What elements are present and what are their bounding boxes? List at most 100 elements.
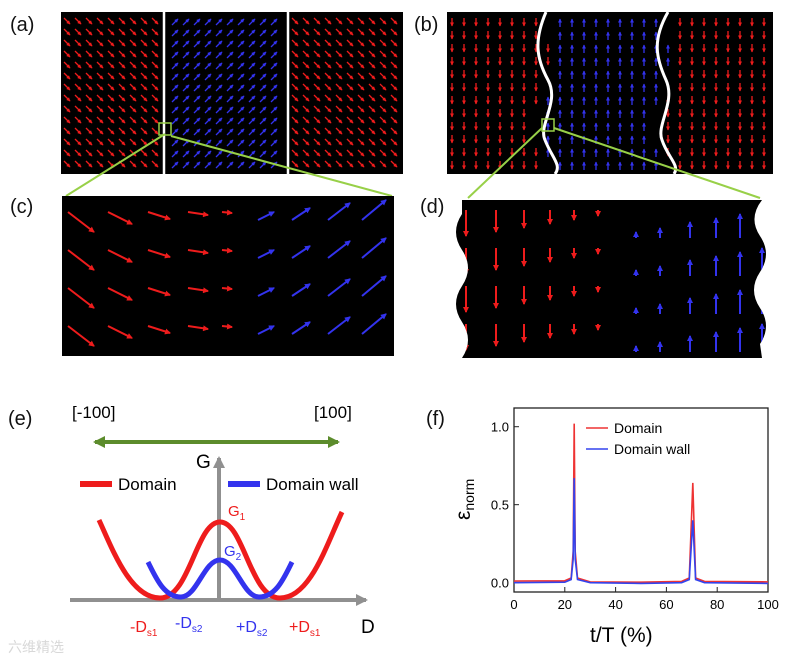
spin-arrow-blue bbox=[226, 29, 234, 37]
spin-arrow-blue bbox=[259, 40, 267, 48]
panel-b-arrows bbox=[450, 18, 766, 170]
spin-arrow-red bbox=[302, 17, 310, 25]
spin-arrow-blue bbox=[204, 95, 212, 103]
spin-arrow-red bbox=[357, 28, 365, 36]
spin-arrow-blue bbox=[259, 18, 267, 26]
zoom-arrow-blue bbox=[361, 199, 387, 221]
spin-arrow-blue bbox=[171, 73, 179, 81]
spin-arrow-red bbox=[379, 149, 387, 157]
spin-arrow-red bbox=[379, 17, 387, 25]
spin-arrow-blue bbox=[248, 40, 256, 48]
zoom-arrow-red bbox=[107, 325, 133, 339]
spin-arrow-red bbox=[390, 127, 398, 135]
spin-arrow-blue bbox=[248, 106, 256, 114]
spin-arrow-blue bbox=[215, 117, 223, 125]
spin-arrow-red bbox=[74, 116, 82, 124]
spin-arrow-red bbox=[335, 105, 343, 113]
spin-arrow-red bbox=[140, 105, 148, 113]
zoom-arrow-blue bbox=[257, 287, 275, 297]
spin-arrow-red bbox=[379, 160, 387, 168]
spin-arrow-blue bbox=[248, 18, 256, 26]
spin-arrow-blue bbox=[259, 106, 267, 114]
spin-arrow-red bbox=[107, 39, 115, 47]
spin-arrow-red bbox=[390, 138, 398, 146]
zoom-arrow-red bbox=[221, 209, 233, 216]
spin-arrow-red bbox=[335, 127, 343, 135]
spin-arrow-red bbox=[151, 138, 159, 146]
spin-arrow-red bbox=[346, 105, 354, 113]
tick-minus-ds2: -Ds2 bbox=[175, 615, 203, 635]
zoom-arrow-red bbox=[107, 287, 133, 301]
spin-arrow-blue bbox=[182, 29, 190, 37]
spin-arrow-red bbox=[335, 94, 343, 102]
spin-arrow-blue bbox=[182, 95, 190, 103]
spin-arrow-red bbox=[140, 138, 148, 146]
spin-arrow-blue bbox=[259, 128, 267, 136]
spin-arrow-red bbox=[96, 127, 104, 135]
spin-arrow-red bbox=[151, 149, 159, 157]
spin-arrow-red bbox=[313, 149, 321, 157]
spin-arrow-blue bbox=[237, 84, 245, 92]
spin-arrow-red bbox=[379, 28, 387, 36]
spin-arrow-blue bbox=[259, 51, 267, 59]
spin-arrow-red bbox=[151, 83, 159, 91]
spin-arrow-red bbox=[390, 72, 398, 80]
spin-arrow-red bbox=[379, 72, 387, 80]
spin-arrow-red bbox=[379, 39, 387, 47]
spin-arrow-blue bbox=[270, 18, 278, 26]
spin-arrow-red bbox=[74, 127, 82, 135]
spin-arrow-blue bbox=[171, 84, 179, 92]
spin-arrow-red bbox=[74, 72, 82, 80]
tick-plus-ds2: +Ds2 bbox=[236, 619, 268, 639]
spin-arrow-blue bbox=[171, 128, 179, 136]
panel-label-b: (b) bbox=[414, 14, 439, 36]
spin-arrow-red bbox=[140, 39, 148, 47]
spin-arrow-red bbox=[96, 105, 104, 113]
spin-arrow-blue bbox=[171, 150, 179, 158]
spin-arrow-red bbox=[357, 72, 365, 80]
spin-arrow-blue bbox=[248, 95, 256, 103]
spin-arrow-red bbox=[74, 160, 82, 168]
panel-a-domain-map bbox=[61, 12, 403, 174]
panel-c-arrows bbox=[67, 199, 387, 347]
spin-arrow-red bbox=[85, 94, 93, 102]
spin-arrow-blue bbox=[270, 117, 278, 125]
x-tick-label: 100 bbox=[757, 597, 779, 612]
zoom-arrow-blue bbox=[327, 202, 351, 221]
spin-arrow-blue bbox=[270, 128, 278, 136]
spin-arrow-blue bbox=[226, 128, 234, 136]
spin-arrow-red bbox=[390, 149, 398, 157]
spin-arrow-red bbox=[63, 160, 71, 168]
spin-arrow-blue bbox=[237, 95, 245, 103]
spin-arrow-red bbox=[63, 17, 71, 25]
spin-arrow-red bbox=[74, 149, 82, 157]
zoom-line-a-right bbox=[170, 135, 393, 197]
spin-arrow-red bbox=[368, 17, 376, 25]
spin-arrow-blue bbox=[237, 128, 245, 136]
spin-arrow-blue bbox=[226, 161, 234, 169]
spin-arrow-red bbox=[85, 17, 93, 25]
spin-arrow-red bbox=[85, 39, 93, 47]
spin-arrow-red bbox=[118, 50, 126, 58]
spin-arrow-red bbox=[313, 61, 321, 69]
spin-arrow-red bbox=[313, 105, 321, 113]
spin-arrow-blue bbox=[204, 40, 212, 48]
spin-arrow-blue bbox=[248, 84, 256, 92]
spin-arrow-blue bbox=[248, 161, 256, 169]
spin-arrow-blue bbox=[171, 29, 179, 37]
zoom-arrow-red bbox=[221, 285, 233, 292]
spin-arrow-red bbox=[85, 116, 93, 124]
spin-arrow-red bbox=[129, 28, 137, 36]
spin-arrow-blue bbox=[171, 40, 179, 48]
spin-arrow-red bbox=[107, 72, 115, 80]
spin-arrow-blue bbox=[226, 95, 234, 103]
spin-arrow-red bbox=[107, 149, 115, 157]
spin-arrow-red bbox=[74, 61, 82, 69]
spin-arrow-red bbox=[63, 127, 71, 135]
panel-d-background bbox=[456, 200, 766, 358]
spin-arrow-red bbox=[85, 83, 93, 91]
spin-arrow-red bbox=[96, 138, 104, 146]
spin-arrow-blue bbox=[182, 106, 190, 114]
spin-arrow-blue bbox=[193, 29, 201, 37]
spin-arrow-red bbox=[96, 39, 104, 47]
